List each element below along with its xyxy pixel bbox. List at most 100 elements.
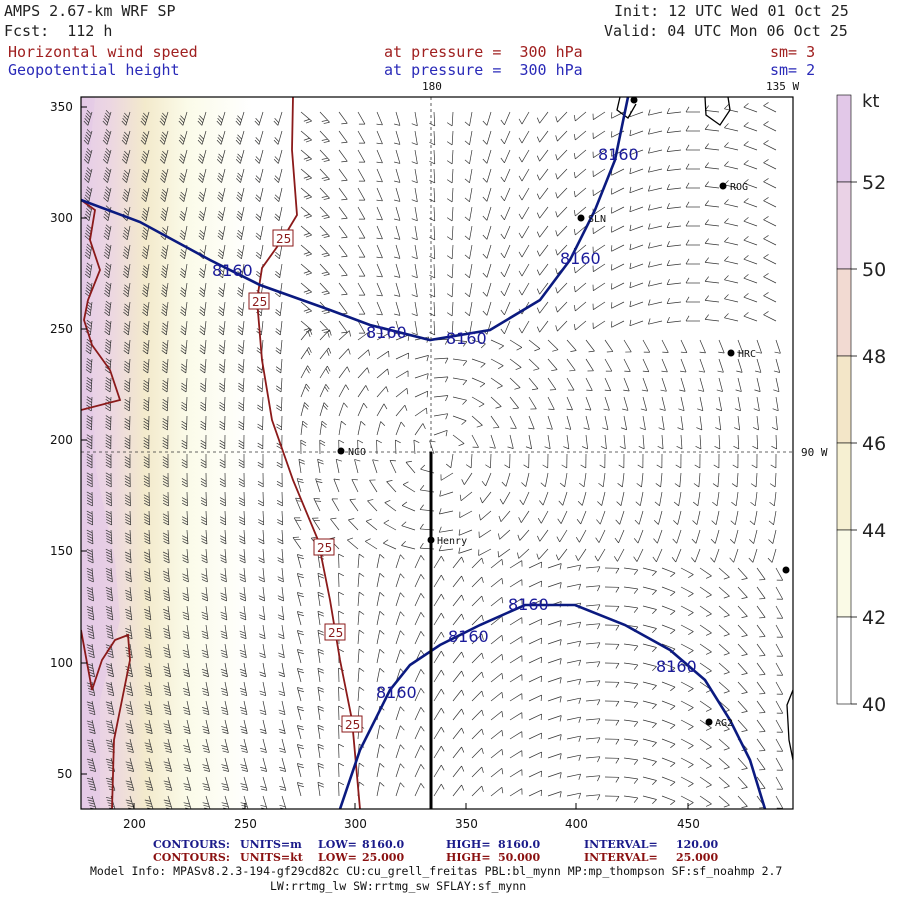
wind-barb-flag [614,537,619,544]
wind-barb [737,700,748,712]
wind-barb [623,776,638,780]
wind-barb [699,434,702,449]
wind-barb [471,557,483,569]
colorbar-label: 52 [862,172,886,194]
wind-barb-flag [203,785,210,789]
wind-barb-flag [86,461,93,466]
colorbar-segment [836,181,852,270]
wind-barb [127,263,131,278]
wind-barb-flag [259,674,266,678]
wind-barb [126,168,131,183]
wind-barb-flag [103,118,108,123]
wind-barb-flag [141,213,147,219]
wind-barb [129,624,133,639]
wind-barb-flag [559,658,562,665]
wind-barb-flag [220,576,227,580]
wind-barb [319,206,330,218]
contours-low-label-2: LOW= [318,851,357,864]
wind-barb [458,529,473,536]
wind-barb-flag [318,727,325,731]
wind-barb [376,592,381,607]
wind-barb [661,624,676,631]
wind-barb-flag [358,781,365,786]
wind-barb-flag [440,650,445,657]
wind-barb-flag [182,707,189,710]
wind-barb [629,206,644,213]
wind-barb [775,719,784,733]
wind-barb-flag [429,141,435,146]
wind-barb [500,510,511,522]
wind-barb-flag [648,147,651,154]
wind-barb [756,605,766,618]
wind-barb-flag [105,112,110,118]
wind-barb [262,548,265,563]
contours-interval-label-2: INTERVAL= [584,851,658,864]
wind-barb [357,282,366,296]
wind-barb-flag [145,802,152,805]
wind-barb-flag [143,325,149,330]
wind-barb [775,700,784,714]
wind-barb-flag [105,246,111,251]
wind-barb-flag [181,497,188,501]
wind-barb-flag [161,306,168,311]
wind-barb [167,662,171,677]
wind-barb-flag [87,742,94,745]
wind-barb-flag [305,196,312,200]
wind-barb [312,518,321,531]
x-tick-label: 350 [455,817,478,831]
wind-barb-flag [318,651,325,655]
wind-barb [182,130,188,145]
wind-barb [414,555,422,569]
wind-barb-flag [648,223,651,230]
wind-barb-flag [88,598,94,602]
wind-barb-flag [617,483,623,488]
wind-barb-flag [107,709,114,713]
wind-barb-flag [394,294,401,297]
wind-barb [490,748,503,759]
wind-barb-flag [162,407,168,412]
wind-barb [433,244,436,259]
wind-barb-flag [123,388,130,393]
wind-barb-flag [276,404,282,409]
wind-barb-flag [743,198,749,203]
wind-barb-flag [106,614,113,618]
wind-barb-flag [710,538,716,544]
wind-barb [773,491,777,506]
wind-barb-flag [394,142,401,145]
wind-barb-flag [145,728,152,732]
wind-barb [440,472,454,481]
wind-barb-flag [318,689,325,693]
wind-barb-flag [318,746,325,750]
wind-barb-flag [183,655,190,659]
wind-barb [763,162,777,170]
wind-barb [469,168,473,183]
wind-barb-flag [303,327,310,331]
wind-barb [566,396,573,410]
wind-barb-flag [146,712,153,716]
wind-barb [395,334,410,341]
wind-barb [471,671,483,683]
wind-barb-flag [162,265,168,270]
wind-barb-flag [201,614,208,618]
wind-barb [148,643,152,658]
wind-barb [300,206,312,217]
wind-barb-flag [88,690,95,694]
wind-barb-flag [163,579,170,583]
wind-barb [509,377,521,388]
y-tick-label: 250 [50,322,73,336]
wind-barb-flag [199,172,205,178]
wind-barb-flag [161,366,168,371]
wind-barb-flag [341,331,348,334]
wind-barb-flag [349,498,356,500]
wind-barb [699,643,712,653]
wind-barb [186,795,192,809]
wind-barb-flag [255,194,261,200]
model-info-2: LW:rrtmg_lw SW:rrtmg_sw SFLAY:sf_mynn [270,879,527,893]
wind-barb-flag [559,620,562,627]
wind-barb-flag [105,516,112,520]
wind-barb [451,149,454,164]
wind-barb-flag [297,744,304,747]
wind-barb-flag [163,540,170,545]
wind-barb-flag [161,115,166,121]
wind-barb-flag [652,556,657,563]
